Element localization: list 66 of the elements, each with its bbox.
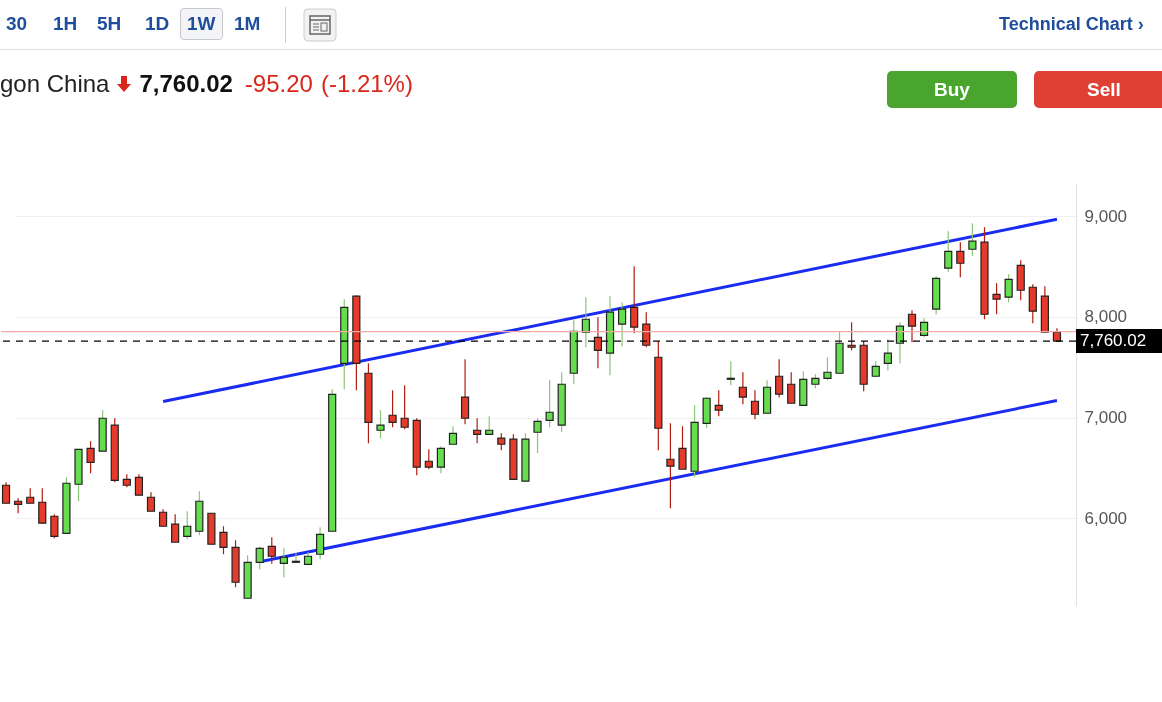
candlestick <box>883 338 892 371</box>
text: Sell <box>1034 71 1162 108</box>
candlestick <box>1028 283 1037 324</box>
candlestick <box>630 265 639 334</box>
candlestick <box>448 425 458 445</box>
candlestick <box>219 525 228 555</box>
text: 1M <box>233 12 262 36</box>
candlestick <box>388 389 397 428</box>
candlestick <box>424 448 433 470</box>
candlestick <box>666 422 675 509</box>
ref-line-label: 7,760.02 <box>1080 331 1147 351</box>
candlestick <box>775 358 784 398</box>
candlestick <box>545 379 554 428</box>
candlestick <box>279 547 288 578</box>
candlestick <box>847 321 856 351</box>
candlestick <box>485 415 494 435</box>
candlestick <box>581 296 590 348</box>
text: 7,760.02 <box>139 70 233 98</box>
chart-title: gon China <box>0 70 110 98</box>
text: 5H <box>96 12 123 36</box>
candlestick <box>1004 273 1013 303</box>
candlestick <box>400 384 409 430</box>
text: 30 <box>5 12 29 36</box>
text: -95.20 <box>244 70 313 98</box>
candlestick <box>992 282 1001 315</box>
candlestick <box>14 497 23 514</box>
candlestick <box>787 371 796 404</box>
candlestick <box>593 316 603 369</box>
candlestick <box>714 389 723 417</box>
candlestick <box>267 536 276 565</box>
text: Technical Chart › <box>999 14 1144 35</box>
y-tick-label: 7,000 <box>1084 408 1128 428</box>
candlestick <box>134 473 144 496</box>
candlestick <box>146 491 156 512</box>
candlestick <box>823 356 832 381</box>
y-tick-label: 8,000 <box>1084 307 1128 327</box>
candlestick <box>171 513 180 543</box>
candlestick <box>944 230 953 273</box>
candlestick <box>460 358 470 425</box>
candlestick <box>678 425 687 470</box>
candlestick <box>533 417 542 454</box>
text: 1D <box>144 12 171 36</box>
candlestick <box>255 545 264 570</box>
candlestick <box>726 360 735 386</box>
candlestick <box>1 481 11 504</box>
candlestick <box>376 409 385 439</box>
text: 1W <box>180 8 223 40</box>
candlestick <box>183 510 192 540</box>
candlestick <box>86 440 95 474</box>
candlestick <box>473 417 482 444</box>
candlestick <box>750 389 760 420</box>
candlestick <box>907 309 917 343</box>
y-tick-label: 9,000 <box>1084 206 1128 226</box>
candlestick <box>38 487 47 524</box>
y-tick-label: 6,000 <box>1084 508 1128 528</box>
candlestick <box>968 222 977 257</box>
text: (-1.21%) <box>320 70 413 98</box>
text: 1H <box>52 12 79 36</box>
candlestick <box>956 241 965 278</box>
candlestick <box>436 445 445 474</box>
candlestick <box>738 371 747 405</box>
candlestick <box>291 552 301 563</box>
candlestick <box>50 513 59 539</box>
candlestick <box>316 526 325 560</box>
text: Buy <box>887 71 1017 108</box>
candlestick <box>618 301 627 347</box>
